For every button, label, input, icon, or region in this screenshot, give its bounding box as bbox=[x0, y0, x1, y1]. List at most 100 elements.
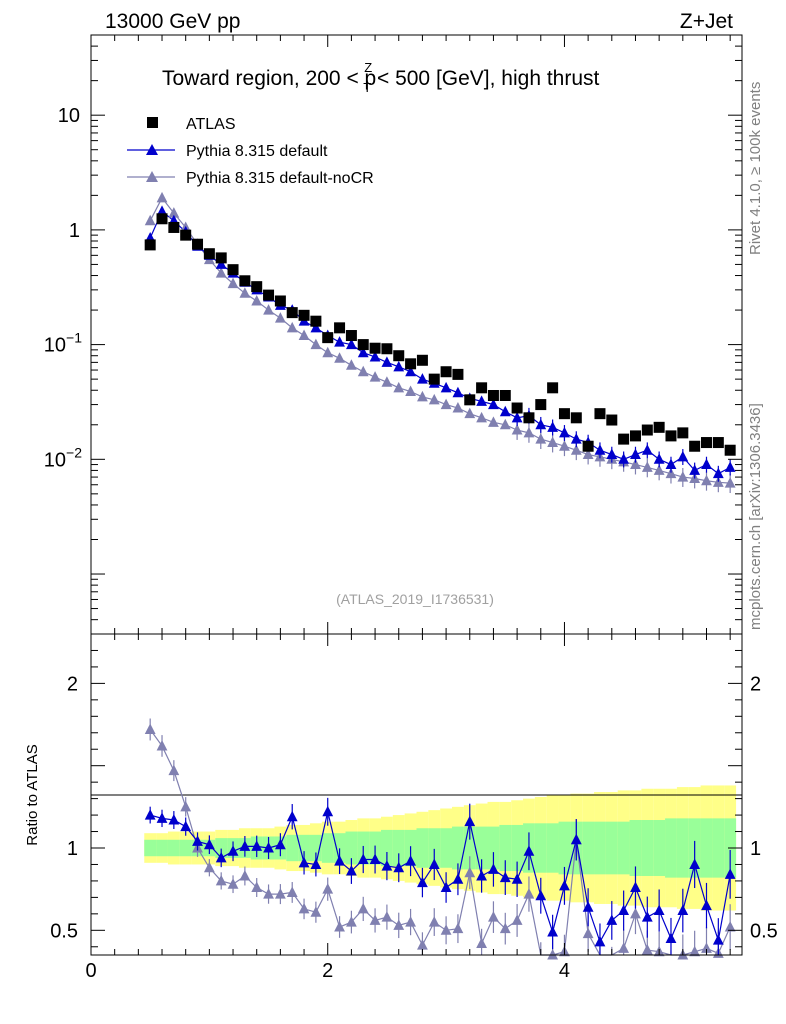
x-tick-label: 4 bbox=[559, 960, 570, 982]
atlas-point bbox=[677, 427, 689, 439]
nocr-point bbox=[523, 426, 535, 438]
atlas-point bbox=[405, 358, 417, 370]
nocr-point bbox=[144, 214, 156, 226]
atlas-point bbox=[298, 309, 310, 321]
ratio-default-point bbox=[511, 873, 523, 884]
nocr-point bbox=[440, 398, 452, 410]
nocr-point bbox=[724, 477, 736, 488]
ratio-frame bbox=[90, 633, 743, 956]
default-point bbox=[594, 444, 606, 455]
atlas-point bbox=[144, 239, 156, 251]
atlas-point bbox=[274, 295, 286, 307]
ratio-band-inner bbox=[617, 821, 630, 875]
atlas-point bbox=[499, 389, 511, 401]
ratio-nocr-point bbox=[203, 861, 215, 873]
nocr-point bbox=[641, 461, 653, 472]
atlas-point bbox=[381, 343, 393, 355]
ratio-nocr-point bbox=[618, 942, 630, 953]
atlas-point bbox=[641, 424, 653, 436]
ratio-band-inner bbox=[416, 828, 429, 868]
ratio-band-inner bbox=[499, 824, 512, 872]
ratio-default-point bbox=[535, 889, 547, 901]
ratio-default-point bbox=[298, 856, 310, 868]
nocr-point bbox=[417, 390, 428, 402]
analysis-id: (ATLAS_2019_I1736531) bbox=[336, 591, 494, 607]
ratio-nocr-point bbox=[641, 944, 653, 955]
ratio-band-inner bbox=[712, 818, 725, 878]
default-point bbox=[665, 458, 677, 470]
ratio-default-point bbox=[346, 865, 357, 876]
ratio-default-point bbox=[357, 853, 369, 865]
atlas-point bbox=[357, 339, 369, 351]
ratio-nocr-point bbox=[239, 869, 251, 881]
ratio-default-point bbox=[488, 863, 499, 874]
ratio-band-inner bbox=[286, 834, 299, 862]
default-point bbox=[712, 467, 724, 479]
atlas-point bbox=[476, 382, 488, 394]
ratio-default-point bbox=[334, 855, 345, 866]
ratio-default-point bbox=[144, 809, 156, 820]
ratio-band-inner bbox=[511, 824, 524, 872]
ratio-default-point bbox=[203, 838, 215, 850]
ratio-axis-label: Ratio to ATLAS bbox=[24, 744, 41, 845]
ratio-nocr-point bbox=[357, 902, 369, 914]
default-point bbox=[606, 448, 618, 460]
nocr-point bbox=[298, 329, 310, 341]
default-point bbox=[381, 356, 393, 367]
ratio-default-point bbox=[274, 838, 286, 850]
ratio-band-inner bbox=[156, 839, 168, 857]
ratio-band-inner bbox=[582, 821, 595, 875]
default-point bbox=[724, 461, 736, 472]
nocr-point bbox=[630, 458, 641, 470]
ratio-nocr-point bbox=[251, 881, 263, 893]
default-point bbox=[346, 338, 357, 350]
ratio-band-inner bbox=[144, 839, 157, 857]
atlas-point bbox=[322, 332, 334, 344]
legend: ATLAS Pythia 8.315 default Pythia 8.315 … bbox=[127, 116, 374, 187]
atlas-point bbox=[464, 394, 476, 406]
default-point bbox=[369, 350, 381, 362]
ratio-nocr-point bbox=[582, 927, 594, 939]
default-point bbox=[393, 360, 405, 372]
ratio-nocr-point bbox=[286, 886, 298, 897]
atlas-point bbox=[629, 430, 641, 442]
ratio-nocr-point bbox=[263, 888, 274, 899]
main-y-tick-label: 10−2 bbox=[44, 444, 82, 471]
ratio-default-point bbox=[440, 881, 452, 893]
atlas-point bbox=[665, 430, 677, 442]
default-point bbox=[630, 448, 641, 460]
default-point bbox=[417, 373, 428, 384]
nocr-point bbox=[535, 433, 547, 444]
ratio-band-inner bbox=[475, 826, 488, 870]
default-point bbox=[701, 458, 712, 470]
ratio-nocr-point bbox=[298, 902, 310, 914]
atlas-point bbox=[523, 412, 535, 424]
ratio-band-inner bbox=[665, 818, 677, 878]
ratio-band-inner bbox=[321, 833, 334, 863]
ratio-band-inner bbox=[428, 828, 441, 868]
legend-marker-nocr bbox=[146, 171, 158, 182]
atlas-point bbox=[263, 289, 275, 301]
default-point bbox=[618, 453, 630, 464]
ratio-default-point bbox=[641, 911, 653, 922]
ratio-band-inner bbox=[629, 820, 642, 876]
ratio-nocr-point bbox=[523, 888, 535, 899]
default-point bbox=[535, 418, 547, 430]
default-point bbox=[440, 381, 452, 393]
ratio-default-point bbox=[180, 820, 192, 832]
ratio-nocr-point bbox=[381, 911, 393, 922]
atlas-point bbox=[286, 307, 298, 319]
ratio-band-inner bbox=[676, 818, 689, 878]
atlas-point bbox=[310, 315, 322, 327]
ratio-band-inner bbox=[558, 821, 571, 875]
ratio-default-point bbox=[310, 858, 322, 869]
ratio-nocr-point bbox=[156, 739, 168, 751]
nocr-point bbox=[215, 267, 227, 278]
ratio-default-point bbox=[712, 934, 724, 945]
ratio-nocr-point bbox=[452, 922, 464, 934]
nocr-point bbox=[499, 418, 511, 430]
atlas-point bbox=[487, 389, 499, 401]
main-y-tick-label: 10 bbox=[58, 105, 80, 127]
nocr-point bbox=[452, 402, 464, 413]
